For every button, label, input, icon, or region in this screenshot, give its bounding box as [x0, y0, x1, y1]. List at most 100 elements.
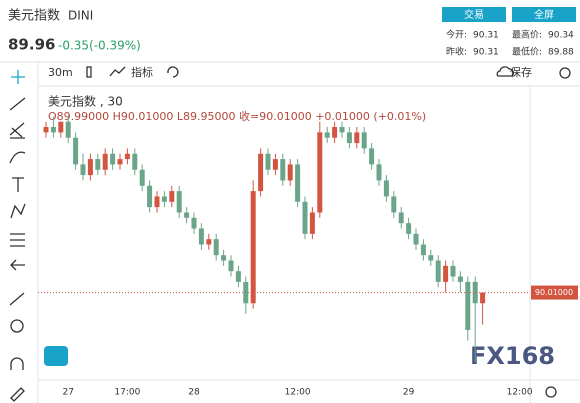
candle-body: [43, 127, 49, 133]
candle-body: [317, 132, 323, 213]
candle-body: [287, 164, 293, 181]
stat-value: 90.31: [473, 31, 499, 41]
x-tick-label: 29: [403, 388, 415, 398]
candle-body: [435, 260, 441, 282]
candle-body: [346, 132, 352, 144]
save[interactable]: 保存: [510, 65, 532, 79]
trade-label: 交易: [464, 8, 484, 21]
cloud-icon[interactable]: [496, 66, 514, 77]
candle-body: [221, 255, 227, 261]
back-tool[interactable]: [10, 259, 25, 271]
candle-body: [87, 159, 93, 176]
fullscreen-button[interactable]: [512, 7, 576, 22]
pencil-tool[interactable]: [10, 387, 25, 402]
watermark: FX168: [470, 342, 555, 370]
stat-label: 昨收:: [446, 46, 467, 58]
candle-body: [117, 159, 123, 165]
candle-body: [206, 239, 212, 245]
legend-ohlc: O89.99000 H90.01000 L89.95000 收=90.01000…: [48, 109, 426, 123]
candle-body: [65, 121, 71, 138]
x-tick-label: 28: [188, 388, 200, 398]
candle-body: [265, 153, 271, 170]
candle-body: [472, 281, 478, 304]
candle-body: [450, 265, 456, 277]
zoom-tool[interactable]: [10, 319, 24, 333]
candle-body: [457, 276, 463, 282]
text-tool[interactable]: [12, 177, 24, 192]
drawing-tools: [9, 70, 26, 402]
pattern-tool[interactable]: [10, 203, 26, 219]
change: -0.35(-0.39%): [58, 39, 141, 53]
indicators[interactable]: 指标: [131, 65, 153, 79]
candle-body: [480, 292, 486, 304]
candle-body: [280, 159, 286, 181]
asset-code: DINI: [68, 9, 93, 23]
candle-body: [258, 153, 264, 192]
candle-body: [50, 127, 56, 133]
candle-body: [398, 212, 404, 224]
candle-body: [73, 137, 79, 165]
candle-body: [369, 148, 375, 165]
settings-icon[interactable]: [559, 67, 571, 79]
ruler-tool[interactable]: [9, 292, 25, 306]
x-tick-label: 27: [62, 388, 73, 398]
legend-title: 美元指数 , 30: [48, 94, 123, 109]
candle-body: [184, 212, 190, 218]
candle-body: [213, 239, 219, 256]
candle-body: [132, 153, 138, 170]
undo-icon[interactable]: [167, 66, 179, 78]
candle-body: [413, 233, 419, 245]
candle-body: [302, 201, 308, 234]
candle-body: [80, 164, 86, 176]
candle-body: [147, 185, 153, 208]
candle-body: [124, 153, 130, 160]
candle-body: [191, 217, 197, 229]
candle-body: [339, 127, 345, 133]
line-tool[interactable]: [9, 97, 26, 111]
stat-label: 最高价:: [512, 29, 542, 41]
fullscreen-label: 全屏: [534, 8, 554, 21]
interval[interactable]: 30m: [48, 66, 73, 79]
candle-body: [169, 191, 175, 202]
last-price-tag: [531, 285, 578, 300]
fib-tool[interactable]: [9, 122, 25, 139]
candle-body: [309, 212, 315, 234]
candle-body: [443, 265, 449, 282]
candle-body: [428, 255, 434, 261]
candle-body: [139, 169, 145, 186]
logo-button[interactable]: [44, 346, 68, 366]
chart-type-icon[interactable]: [86, 66, 92, 78]
candle-body: [420, 244, 426, 256]
axis-settings[interactable]: [545, 386, 557, 398]
candle-body: [354, 132, 360, 144]
crosshair-tool[interactable]: [11, 70, 25, 84]
magnet-tool[interactable]: [10, 357, 24, 370]
candle-body: [383, 180, 389, 197]
candle-body: [250, 191, 256, 304]
candle-body: [154, 196, 160, 208]
indicator-icon[interactable]: [109, 66, 126, 77]
candle-body: [176, 191, 182, 213]
candle-body: [272, 159, 278, 170]
last-price-label: 90.01000: [535, 288, 573, 297]
trade-button[interactable]: [442, 7, 506, 22]
candle-body: [102, 153, 108, 170]
stat-value: 89.88: [548, 48, 574, 58]
candle-body: [391, 196, 397, 213]
candle-body: [332, 127, 338, 138]
x-tick-label: 17:00: [114, 388, 140, 398]
brush-tool[interactable]: [9, 151, 26, 164]
candle-body: [161, 196, 167, 202]
candle-body: [465, 281, 471, 330]
x-tick-label: 12:00: [507, 388, 533, 398]
stat-value: 90.34: [548, 31, 574, 41]
candle-body: [361, 132, 367, 149]
stat-label: 今开:: [446, 29, 467, 41]
asset-name: 美元指数: [8, 9, 60, 24]
candle-body: [406, 223, 412, 234]
candle-body: [198, 228, 204, 245]
measure-tool[interactable]: [10, 233, 25, 247]
candle-body: [324, 132, 330, 138]
stat-value: 90.31: [473, 48, 499, 58]
